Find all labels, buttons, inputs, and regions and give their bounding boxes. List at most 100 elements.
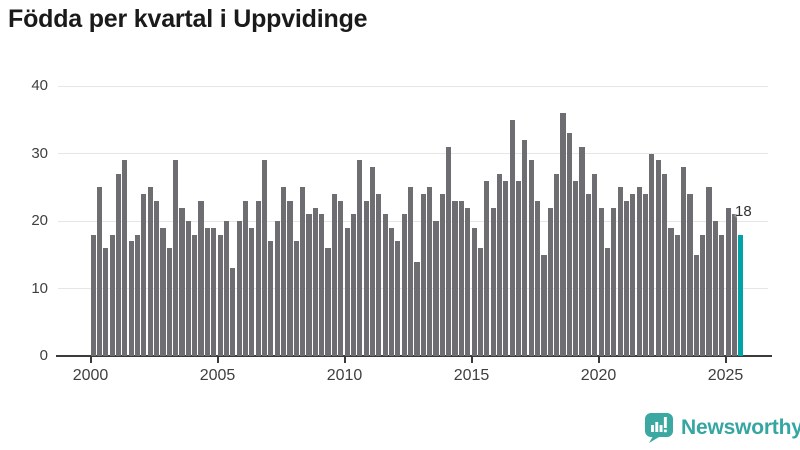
bar xyxy=(293,241,299,356)
x-axis-tick xyxy=(216,357,219,363)
bar xyxy=(401,214,407,356)
bar xyxy=(363,200,369,356)
bar xyxy=(535,200,541,356)
bar xyxy=(712,221,718,356)
bar xyxy=(427,187,433,356)
bar xyxy=(477,248,484,356)
bar xyxy=(357,160,363,356)
bar xyxy=(693,254,699,356)
bar xyxy=(198,200,204,356)
bar xyxy=(496,173,503,356)
bar xyxy=(115,173,122,356)
bar xyxy=(458,200,464,356)
bar xyxy=(446,146,452,356)
bar xyxy=(306,214,312,356)
bar xyxy=(414,261,420,356)
bar xyxy=(325,248,331,356)
bar xyxy=(592,173,598,356)
bar xyxy=(674,234,680,356)
bar xyxy=(230,268,236,356)
bar xyxy=(388,227,395,356)
y-axis-tick-label: 40 xyxy=(31,77,48,94)
bar xyxy=(319,214,325,356)
bar xyxy=(503,180,509,356)
bar xyxy=(719,234,725,356)
x-axis-tick-label: 2005 xyxy=(199,367,236,384)
bar xyxy=(623,200,630,356)
bar xyxy=(261,160,268,356)
bar xyxy=(350,214,357,356)
bar xyxy=(223,221,230,356)
bar xyxy=(344,227,350,356)
y-axis-tick-label: 10 xyxy=(31,279,48,297)
bar xyxy=(408,187,414,356)
bar xyxy=(90,234,96,356)
newsworthy-speech-bubble-bar-chart-icon xyxy=(645,413,673,443)
bar xyxy=(255,200,261,356)
bar xyxy=(522,140,528,356)
bar xyxy=(376,194,382,356)
bar xyxy=(192,234,198,356)
bar xyxy=(604,248,611,356)
bar xyxy=(687,194,693,356)
bar xyxy=(662,173,668,356)
bar xyxy=(242,200,249,356)
bar xyxy=(515,180,522,356)
bar xyxy=(484,180,490,356)
newsworthy-logo[interactable]: Newsworthy xyxy=(644,412,800,443)
bar xyxy=(471,227,477,356)
bar xyxy=(281,187,287,356)
bar xyxy=(204,227,210,356)
bar xyxy=(369,167,376,356)
bar xyxy=(541,254,547,356)
bar xyxy=(103,248,109,356)
gridline-y-40 xyxy=(58,85,768,87)
bar xyxy=(528,160,534,356)
x-axis-line xyxy=(56,355,772,357)
x-axis-tick-label: 2020 xyxy=(580,367,617,384)
bar xyxy=(579,146,585,356)
bar xyxy=(681,167,687,356)
bar xyxy=(642,194,649,356)
bar xyxy=(173,160,179,356)
bar xyxy=(420,194,426,356)
bar xyxy=(217,234,223,356)
bar xyxy=(268,241,274,356)
last-bar-value-label: 18 xyxy=(735,203,752,220)
x-axis-tick xyxy=(470,357,473,363)
x-axis-tick-label: 2000 xyxy=(72,367,109,384)
bar xyxy=(630,194,636,356)
x-axis-tick-label: 2010 xyxy=(326,367,363,384)
x-axis-tick-label: 2025 xyxy=(707,367,744,384)
bar xyxy=(465,207,471,356)
y-axis-tick-label: 20 xyxy=(31,212,48,229)
bar xyxy=(287,200,293,356)
bar xyxy=(96,187,103,356)
bar xyxy=(236,221,242,356)
bar xyxy=(331,194,337,356)
bar xyxy=(490,207,496,356)
y-axis-tick-label: 30 xyxy=(31,144,48,162)
bar xyxy=(154,200,160,356)
bar xyxy=(134,234,141,356)
x-axis-tick xyxy=(89,357,92,363)
y-axis-tick-label: 0 xyxy=(39,347,48,364)
bar xyxy=(274,221,280,356)
bar xyxy=(452,200,458,356)
bar xyxy=(433,221,439,356)
bar xyxy=(585,194,591,356)
bar xyxy=(109,234,115,356)
bar xyxy=(509,119,515,356)
bar xyxy=(128,241,134,356)
bar xyxy=(211,227,217,356)
bar xyxy=(439,194,445,356)
bar xyxy=(566,133,572,356)
bar xyxy=(185,221,191,356)
bar xyxy=(300,187,306,356)
bar xyxy=(611,207,617,356)
x-axis-tick xyxy=(343,357,346,363)
highlighted-bar xyxy=(738,234,744,356)
bar xyxy=(649,153,655,356)
